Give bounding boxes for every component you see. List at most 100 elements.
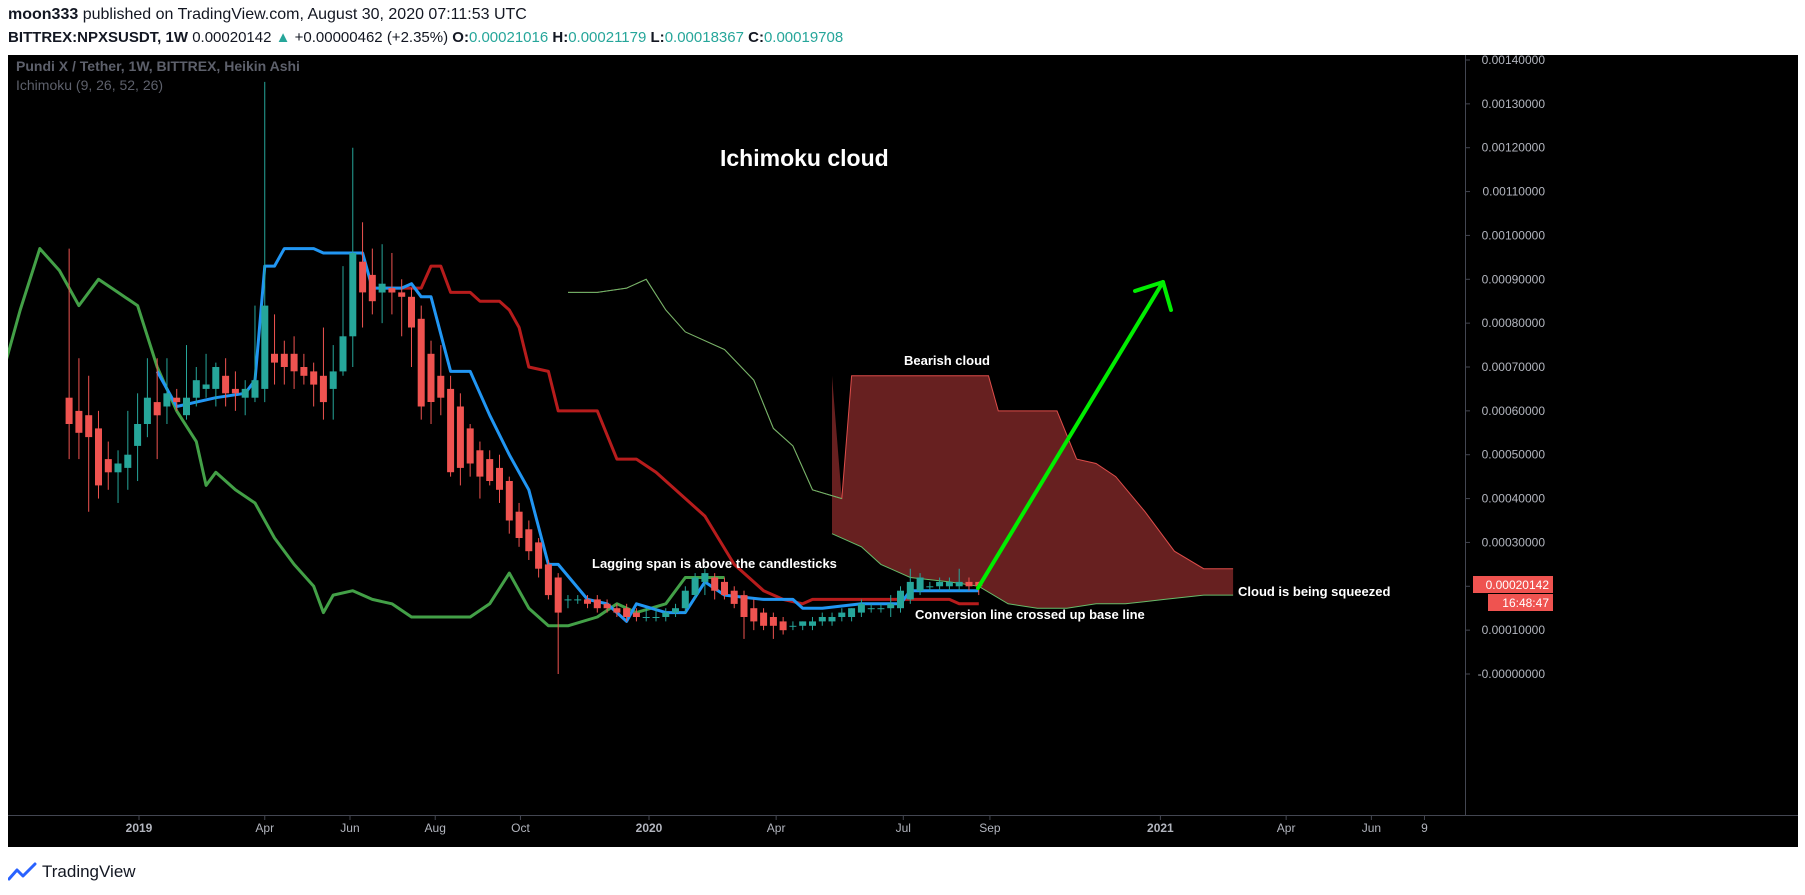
publish-line: moon333 published on TradingView.com, Au… bbox=[8, 6, 527, 24]
candle bbox=[437, 345, 445, 416]
candle-body bbox=[828, 617, 836, 622]
candle bbox=[897, 586, 904, 613]
time-tick-label: Aug bbox=[425, 821, 446, 835]
candle bbox=[85, 375, 93, 512]
candle bbox=[828, 612, 836, 626]
candle bbox=[535, 538, 543, 578]
annotation-bearish-cloud[interactable]: Bearish cloud bbox=[904, 353, 990, 368]
candle-body bbox=[75, 410, 83, 433]
high-label: H: bbox=[552, 29, 569, 46]
candle bbox=[388, 252, 396, 315]
candle bbox=[65, 248, 73, 460]
candle-body bbox=[544, 564, 552, 596]
candle-body bbox=[564, 599, 572, 601]
last-price-badge-value: 0.00020142 bbox=[1486, 578, 1550, 592]
candle bbox=[652, 608, 660, 622]
candle bbox=[711, 573, 719, 600]
candle-body bbox=[818, 617, 826, 622]
footer-brand[interactable]: TradingView bbox=[8, 861, 136, 883]
candle-body bbox=[329, 371, 337, 389]
candle bbox=[417, 305, 425, 420]
candle-body bbox=[877, 608, 885, 610]
candle-body bbox=[143, 397, 151, 424]
ichimoku-lines bbox=[8, 247, 979, 628]
senkou-span-b-upper bbox=[568, 278, 842, 500]
time-tick-label: Apr bbox=[1277, 821, 1296, 835]
legend-indicator[interactable]: Ichimoku (9, 26, 52, 26) bbox=[16, 77, 163, 93]
chart-panel[interactable]: 0.00140000 0.00130000 0.00120000 0.00110000… bbox=[8, 55, 1798, 847]
price-axis[interactable]: 0.00140000 0.00130000 0.00120000 0.00110000… bbox=[1465, 55, 1545, 681]
up-arrow-shaft bbox=[976, 280, 1165, 590]
candle bbox=[496, 454, 503, 503]
candle-body bbox=[701, 573, 709, 582]
candle bbox=[691, 573, 699, 600]
annotation-ichimoku-title[interactable]: Ichimoku cloud bbox=[720, 145, 889, 171]
candle-body bbox=[603, 603, 611, 609]
candle bbox=[183, 345, 190, 420]
symbol-name: BITTREX:NPXSUSDT, 1W bbox=[8, 29, 189, 46]
candle-body bbox=[730, 590, 738, 604]
footer-brand-label: TradingView bbox=[42, 862, 136, 881]
candle-body bbox=[505, 481, 513, 521]
candle-body bbox=[114, 463, 122, 473]
price-tick-label: 0.00070000 bbox=[1482, 360, 1546, 374]
annotation-conversion-line[interactable]: Conversion line crossed up base line bbox=[915, 607, 1145, 622]
price-tick-label: 0.00120000 bbox=[1482, 141, 1546, 155]
candle bbox=[153, 358, 161, 460]
up-arrow-drawing[interactable] bbox=[976, 280, 1173, 590]
close-label: C: bbox=[748, 29, 764, 46]
candle bbox=[143, 358, 151, 438]
candle-body bbox=[271, 353, 278, 363]
annotation-lagging-span[interactable]: Lagging span is above the candlesticks bbox=[592, 556, 837, 571]
candle bbox=[623, 603, 631, 622]
candle bbox=[173, 388, 181, 411]
candle-body bbox=[417, 318, 425, 407]
candle-body bbox=[437, 375, 445, 398]
candle bbox=[603, 599, 611, 613]
candle-body bbox=[319, 375, 327, 403]
legend-title: Pundi X / Tether, 1W, BITTREX, Heikin As… bbox=[16, 58, 300, 74]
up-arrow-head bbox=[1133, 280, 1173, 312]
symbol-line: BITTREX:NPXSUSDT, 1W 0.00020142 ▲ +0.000… bbox=[8, 29, 843, 46]
candle-body bbox=[652, 617, 660, 618]
candle bbox=[75, 358, 83, 460]
time-axis[interactable]: 2019 Apr Jun Aug Oct 2020 Apr Jul Sep 2021 Apr Jun 9 bbox=[126, 815, 1428, 835]
candle-body bbox=[241, 388, 249, 398]
candle-body bbox=[799, 621, 807, 626]
candle-body bbox=[153, 402, 161, 416]
candle bbox=[114, 450, 122, 503]
candle bbox=[134, 393, 142, 482]
last-price: 0.00020142 bbox=[192, 29, 272, 46]
candle bbox=[769, 612, 777, 639]
candle-body bbox=[867, 608, 875, 610]
author-name[interactable]: moon333 bbox=[8, 6, 79, 23]
candle-body bbox=[85, 415, 93, 438]
lagging-span-line bbox=[8, 247, 725, 628]
candle bbox=[955, 568, 963, 591]
candle bbox=[368, 248, 376, 315]
candle-body bbox=[231, 388, 239, 394]
published-text: published on TradingView.com, August 30,… bbox=[82, 6, 527, 23]
candle-body bbox=[104, 459, 112, 473]
candle bbox=[906, 568, 914, 604]
candle bbox=[163, 358, 171, 425]
candle-body bbox=[388, 288, 396, 293]
candle-body bbox=[681, 590, 689, 609]
candle-body bbox=[945, 581, 953, 587]
bearish-cloud-fill bbox=[832, 375, 1234, 609]
candle-body bbox=[574, 599, 582, 601]
candle bbox=[721, 577, 728, 600]
candle-body bbox=[496, 467, 503, 490]
candle-body bbox=[163, 393, 171, 407]
candle bbox=[515, 502, 523, 547]
candle-body bbox=[192, 380, 200, 398]
candle bbox=[613, 603, 621, 617]
candle bbox=[701, 568, 709, 596]
candle bbox=[456, 393, 464, 486]
candle bbox=[848, 608, 856, 622]
annotation-cloud-squeezed[interactable]: Cloud is being squeezed bbox=[1238, 584, 1390, 599]
low-label: L: bbox=[650, 29, 665, 46]
candle-body bbox=[212, 367, 220, 389]
candle-body bbox=[632, 612, 640, 617]
time-tick-label: Sep bbox=[979, 821, 1001, 835]
